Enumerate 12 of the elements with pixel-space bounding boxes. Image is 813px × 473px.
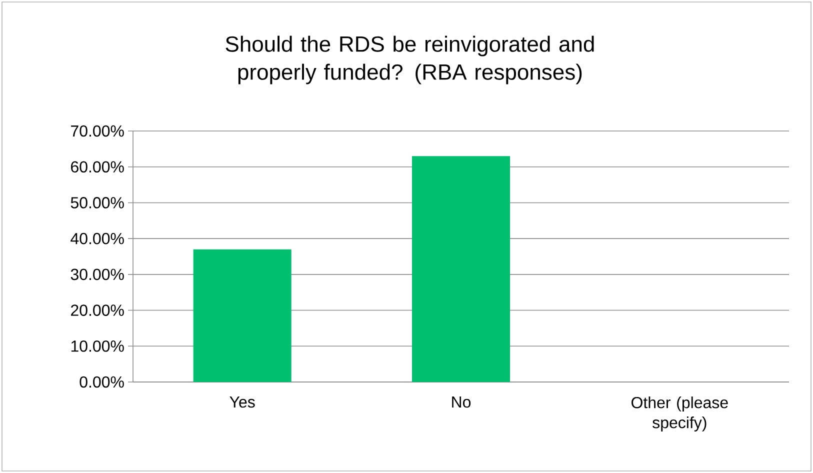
chart-title: Should the RDS be reinvigorated and properly funded? (RBA responses) <box>226 36 594 84</box>
x-tick-label: Other (please specify) <box>632 396 728 432</box>
y-tick-label: 70.00% <box>71 125 124 137</box>
y-tick-label: 30.00% <box>70 268 124 280</box>
y-tick-label: 20.00% <box>71 304 124 316</box>
y-tick-label: 40.00% <box>70 232 124 244</box>
x-tick-label: Yes <box>230 396 255 408</box>
y-tick-label: 0.00% <box>80 376 124 388</box>
y-tick-label: 60.00% <box>71 161 124 173</box>
x-tick-label: No <box>452 396 471 408</box>
y-tick-label: 10.00% <box>71 340 124 352</box>
y-tick-label: 50.00% <box>70 197 124 208</box>
